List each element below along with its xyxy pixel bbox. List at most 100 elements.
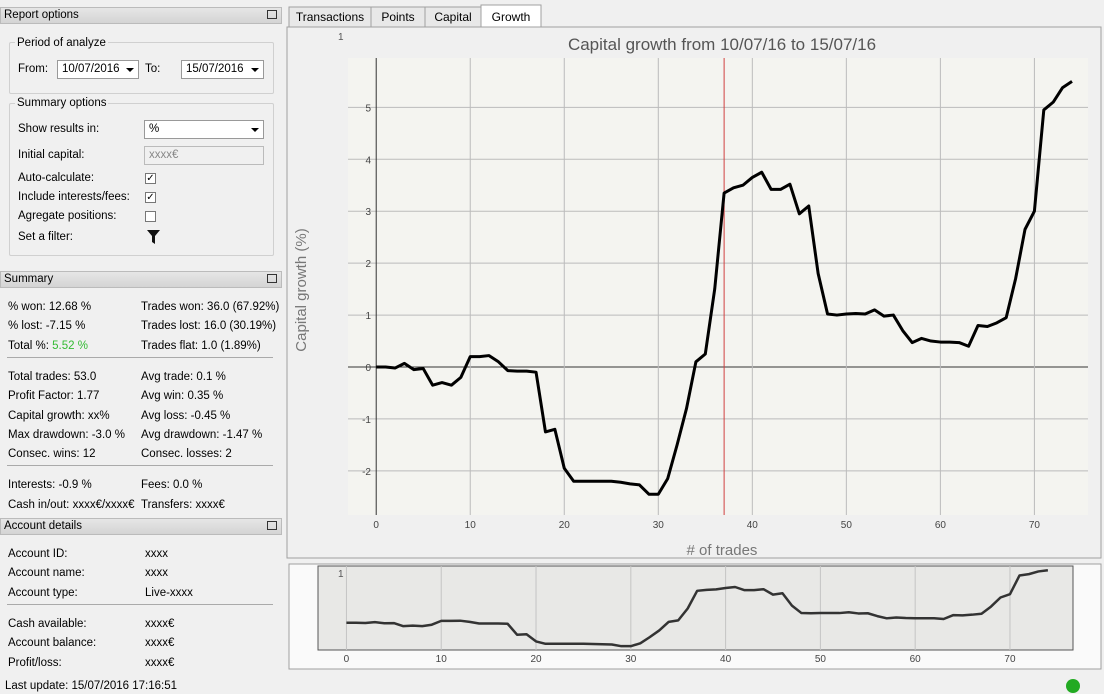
y-tick-label: -1 <box>362 415 371 426</box>
summary-stat: Max drawdown: -3.0 % <box>8 428 125 441</box>
corner-label: 1 <box>338 569 344 580</box>
overview-x-tick-label: 30 <box>625 654 637 665</box>
account-label: Cash available: <box>8 617 87 630</box>
y-tick-label: 3 <box>365 207 371 218</box>
x-tick-label: 70 <box>1029 520 1041 531</box>
results-combo[interactable]: % <box>144 120 264 139</box>
summary-stat: Consec. wins: 12 <box>8 448 96 461</box>
x-tick-label: 40 <box>747 520 759 531</box>
x-tick-label: 10 <box>465 520 477 531</box>
overview-x-tick-label: 20 <box>530 654 542 665</box>
account-value: xxxx <box>145 567 168 580</box>
last-update: Last update: 15/07/2016 17:16:51 <box>5 680 178 692</box>
tab-label: Growth <box>492 10 531 24</box>
account-label: Account name: <box>8 567 85 580</box>
overview-line <box>346 569 1049 648</box>
x-tick-label: 50 <box>841 520 853 531</box>
group-title: Summary options <box>15 97 109 109</box>
option-label: Auto-calculate: <box>18 172 95 184</box>
checkbox[interactable]: ✓ <box>145 173 156 184</box>
summary-stat: Avg drawdown: -1.47 % <box>141 428 263 441</box>
float-icon[interactable] <box>267 521 277 530</box>
panel-header: Summary <box>0 271 282 288</box>
option-label: Initial capital: <box>18 149 85 161</box>
float-icon[interactable] <box>267 274 277 283</box>
panel-header: Report options <box>0 7 282 24</box>
stat-value: 5.52 % <box>52 339 88 352</box>
checkbox[interactable] <box>145 211 156 222</box>
summary-options-group <box>9 103 274 256</box>
account-label: Account type: <box>8 586 78 599</box>
date-from[interactable]: 10/07/2016 <box>57 60 139 79</box>
summary-stat: Trades won: 36.0 (67.92%) <box>141 301 280 313</box>
overview-window <box>317 565 1074 651</box>
y-tick-label: 1 <box>365 311 371 322</box>
overview-x-tick-label: 0 <box>344 654 350 665</box>
float-icon[interactable] <box>267 10 277 19</box>
account-value: xxxx€ <box>145 617 175 630</box>
account-label: Profit/loss: <box>8 656 62 669</box>
overview-x-tick-label: 40 <box>720 654 732 665</box>
y-tick-label: 4 <box>365 155 371 166</box>
y-tick-label: 5 <box>365 103 371 114</box>
separator <box>7 356 273 358</box>
y-tick-label: -2 <box>362 467 371 478</box>
summary-stat: Avg loss: -0.45 % <box>141 409 231 422</box>
group-title: Period of analyze <box>15 37 108 49</box>
tab-label: Transactions <box>296 10 364 24</box>
overview-x-tick-label: 10 <box>436 654 448 665</box>
summary-stat: Transfers: xxxx€ <box>141 498 225 511</box>
corner-label: 1 <box>338 32 344 43</box>
period-group <box>9 42 274 94</box>
summary-stat: Total trades: 53.0 <box>8 370 97 383</box>
x-axis-label: # of trades <box>687 542 758 559</box>
summary-stat: Profit Factor: 1.77 <box>8 390 100 403</box>
status-indicator <box>1066 679 1080 693</box>
checkbox[interactable]: ✓ <box>145 192 156 203</box>
summary-stat: Avg win: 0.35 % <box>141 390 224 403</box>
summary-stat: Trades flat: 1.0 (1.89%) <box>141 339 261 352</box>
option-label: Show results in: <box>18 123 100 135</box>
option-label: Set a filter: <box>18 231 73 243</box>
chart-title: Capital growth from 10/07/16 to 15/07/16 <box>568 35 876 54</box>
summary-stat: Total %: 5.52 % <box>8 340 88 352</box>
summary-stat: Avg trade: 0.1 % <box>141 370 226 383</box>
overview-x-tick-label: 50 <box>815 654 827 665</box>
tab-label: Capital <box>434 10 471 24</box>
stat-label: Total %: <box>8 339 49 352</box>
option-label: Agregate positions: <box>18 210 117 222</box>
account-value: xxxx€ <box>145 656 175 669</box>
account-value: Live-xxxx <box>145 586 193 599</box>
summary-stat: % lost: -7.15 % <box>8 320 86 333</box>
tab[interactable] <box>480 4 542 28</box>
date-to[interactable]: 15/07/2016 <box>181 60 264 79</box>
growth-line <box>376 80 1073 496</box>
y-tick-label: 0 <box>365 363 371 374</box>
x-tick-label: 20 <box>559 520 571 531</box>
y-tick-label: 2 <box>365 259 371 270</box>
account-value: xxxx€ <box>145 637 175 650</box>
plot-area <box>348 58 1088 515</box>
x-tick-label: 0 <box>373 520 379 531</box>
separator <box>7 603 273 605</box>
panel-header: Account details <box>0 518 282 535</box>
capital-input[interactable]: xxxx€ <box>144 146 264 165</box>
account-value: xxxx <box>145 548 168 560</box>
y-axis-label: Capital growth (%) <box>293 228 310 351</box>
option-label: Include interests/fees: <box>18 191 130 203</box>
summary-stat: Fees: 0.0 % <box>141 479 203 492</box>
summary-stat: Capital growth: xx% <box>8 409 110 422</box>
x-tick-label: 60 <box>935 520 947 531</box>
label: From: <box>18 63 49 75</box>
tab-label: Points <box>381 10 414 24</box>
summary-stat: % won: 12.68 % <box>8 301 92 313</box>
summary-stat: Interests: -0.9 % <box>8 479 92 492</box>
x-tick-label: 30 <box>653 520 665 531</box>
summary-stat: Trades lost: 16.0 (30.19%) <box>141 320 277 333</box>
filter-icon[interactable] <box>146 229 161 245</box>
overview-x-tick-label: 70 <box>1004 654 1016 665</box>
summary-stat: Cash in/out: xxxx€/xxxx€ <box>8 498 135 511</box>
account-label: Account balance: <box>8 637 97 650</box>
